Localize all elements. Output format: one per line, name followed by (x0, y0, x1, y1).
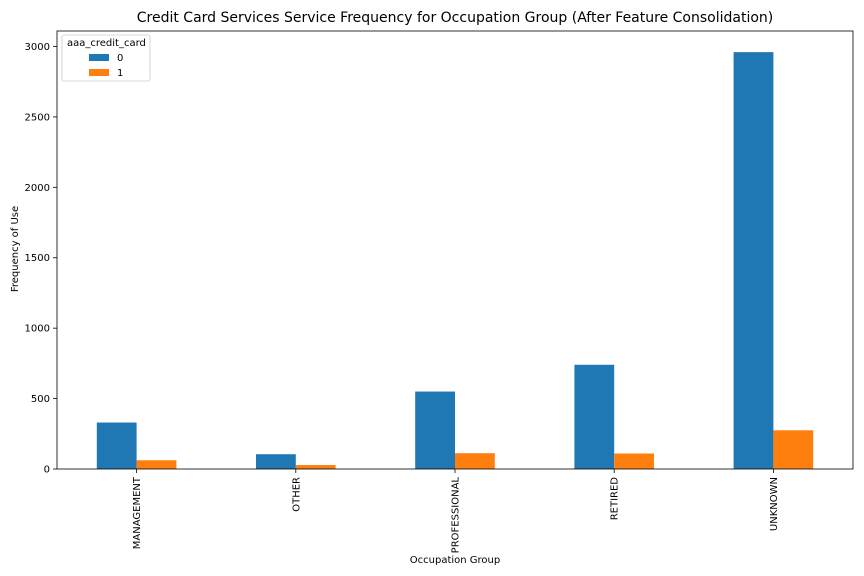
legend-label-0: 0 (117, 53, 123, 64)
y-tick-label-1500: 1500 (25, 253, 50, 264)
bar-series-1-unknown (773, 430, 814, 469)
y-tick-label-3000: 3000 (25, 42, 50, 53)
chart-title: Credit Card Services Service Frequency f… (137, 10, 773, 26)
legend-swatch-1 (89, 69, 109, 76)
bar-series-0-professional (415, 391, 455, 469)
bar-series-1-management (136, 460, 177, 469)
y-tick-label-2500: 2500 (25, 112, 50, 123)
x-tick-label-professional: PROFESSIONAL (451, 477, 462, 554)
bar-series-0-retired (574, 364, 615, 469)
x-tick-label-other: OTHER (291, 477, 302, 512)
y-tick-label-0: 0 (44, 465, 50, 476)
x-tick-label-management: MANAGEMENT (132, 476, 143, 549)
x-tick-label-unknown: UNKNOWN (769, 477, 780, 531)
x-tick-label-retired: RETIRED (610, 477, 621, 521)
legend-swatch-0 (89, 54, 109, 61)
bar-series-0-management (96, 422, 137, 469)
legend: aaa_credit_card 0 1 (61, 34, 151, 82)
bar-series-1-retired (614, 453, 654, 469)
y-tick-label-1000: 1000 (25, 324, 50, 335)
y-axis-label: Frequency of Use (10, 206, 21, 292)
bar-series-0-unknown (733, 52, 774, 469)
y-tick-label-2000: 2000 (25, 183, 50, 194)
bar-series-1-other (295, 465, 336, 469)
bar-series-0-other (256, 454, 296, 469)
legend-label-1: 1 (117, 68, 123, 79)
x-axis-label: Occupation Group (410, 555, 500, 566)
bar-series-1-professional (455, 453, 495, 469)
y-tick-label-500: 500 (31, 394, 50, 405)
plot-area: 0 500 1000 1500 2000 2500 3000 MANAGEMENT OTHER P… (25, 30, 854, 554)
legend-title: aaa_credit_card (67, 38, 146, 49)
